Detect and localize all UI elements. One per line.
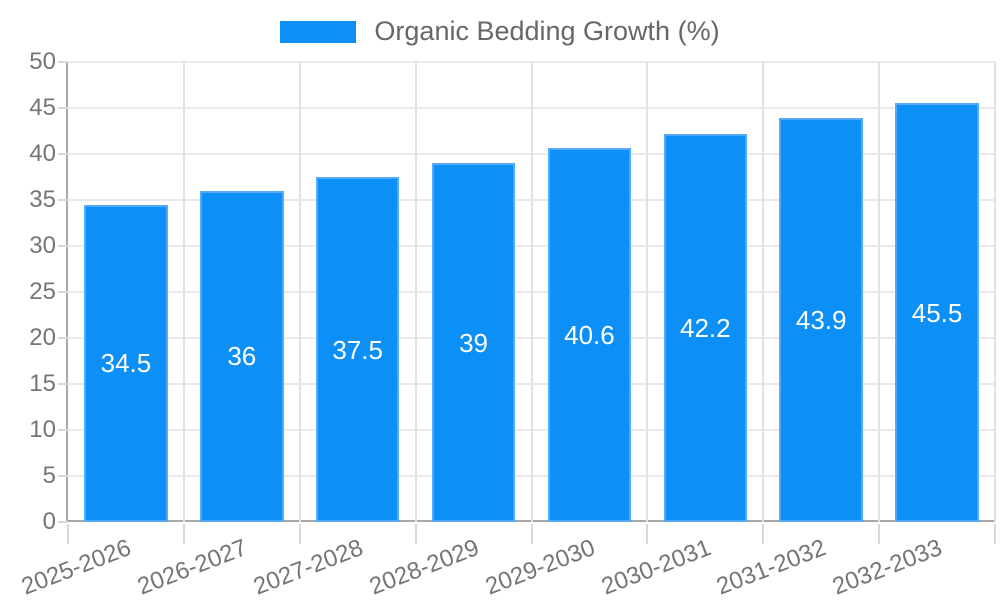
- gridline-vertical: [878, 62, 881, 522]
- gridline-vertical: [414, 62, 417, 522]
- y-tick-label: 30: [29, 232, 56, 259]
- gridline-horizontal: [68, 61, 995, 63]
- y-tick-label: 35: [29, 186, 56, 213]
- bar-value-label: 36: [227, 341, 257, 372]
- y-tick-mark: [58, 521, 68, 523]
- x-tick-label: 2031-2032: [713, 534, 831, 600]
- x-tick-label: 2028-2029: [365, 534, 483, 600]
- legend-item[interactable]: Organic Bedding Growth (%): [0, 18, 1000, 45]
- gridline-horizontal: [68, 107, 995, 109]
- x-tick-mark: [182, 524, 185, 544]
- y-tick-label: 40: [29, 140, 56, 167]
- y-tick-label: 50: [29, 48, 56, 75]
- y-tick-label: 0: [42, 508, 56, 535]
- bar[interactable]: 45.5: [895, 103, 979, 522]
- y-tick-label: 10: [29, 416, 56, 443]
- gridline-vertical: [298, 62, 301, 522]
- bar-value-label: 40.6: [564, 320, 615, 351]
- gridline-vertical: [994, 62, 996, 522]
- plot-area: 34.5 36 37.5 39 40.6 42.2 43.9 45.5: [68, 61, 996, 522]
- y-tick-label: 45: [29, 94, 56, 121]
- gridline-vertical: [762, 62, 765, 522]
- gridline-vertical: [646, 62, 649, 522]
- y-tick-mark: [58, 337, 68, 339]
- bar-value-label: 34.5: [100, 348, 152, 379]
- x-tick-mark: [414, 524, 417, 544]
- x-tick-mark: [762, 524, 765, 544]
- y-tick-mark: [58, 475, 68, 477]
- bar[interactable]: 37.5: [315, 177, 400, 522]
- bar-value-label: 42.2: [680, 312, 731, 343]
- bar[interactable]: 36: [200, 190, 284, 522]
- bar-value-label: 45.5: [911, 297, 963, 328]
- x-tick-label: 2032-2033: [829, 534, 947, 600]
- y-tick-label: 5: [42, 462, 56, 489]
- y-tick-label: 20: [29, 324, 56, 351]
- x-tick-mark: [67, 524, 69, 544]
- gridline-vertical: [530, 62, 533, 522]
- x-tick-label: 2026-2027: [133, 534, 251, 600]
- bar[interactable]: 42.2: [663, 133, 748, 522]
- legend-label: Organic Bedding Growth (%): [374, 16, 720, 46]
- y-tick-mark: [58, 383, 68, 385]
- bar[interactable]: 39: [431, 163, 516, 522]
- y-tick-mark: [58, 291, 68, 293]
- x-tick-label: 2029-2030: [481, 534, 599, 600]
- y-tick-label: 15: [29, 370, 56, 397]
- x-tick-mark: [878, 524, 881, 544]
- x-tick-label: 2027-2028: [249, 534, 367, 600]
- y-tick-mark: [58, 199, 68, 201]
- bar[interactable]: 43.9: [779, 118, 863, 522]
- x-tick-mark: [994, 524, 996, 544]
- bar-value-label: 37.5: [332, 334, 383, 365]
- y-tick-mark: [58, 153, 68, 155]
- y-tick-mark: [58, 429, 68, 431]
- bar[interactable]: 40.6: [547, 148, 632, 522]
- bar-value-label: 43.9: [795, 305, 847, 336]
- x-tick-mark: [530, 524, 533, 544]
- y-tick-mark: [58, 61, 68, 63]
- x-tick-mark: [646, 524, 649, 544]
- x-tick-mark: [298, 524, 301, 544]
- bar[interactable]: 34.5: [84, 204, 168, 522]
- gridline-vertical: [182, 62, 185, 522]
- y-tick-label: 25: [29, 278, 56, 305]
- bar-value-label: 39: [459, 327, 489, 358]
- x-tick-label: 2030-2031: [597, 534, 715, 600]
- legend-swatch-icon: [280, 20, 357, 43]
- y-tick-mark: [58, 245, 68, 247]
- x-tick-label: 2025-2026: [18, 534, 135, 600]
- y-tick-mark: [58, 107, 68, 109]
